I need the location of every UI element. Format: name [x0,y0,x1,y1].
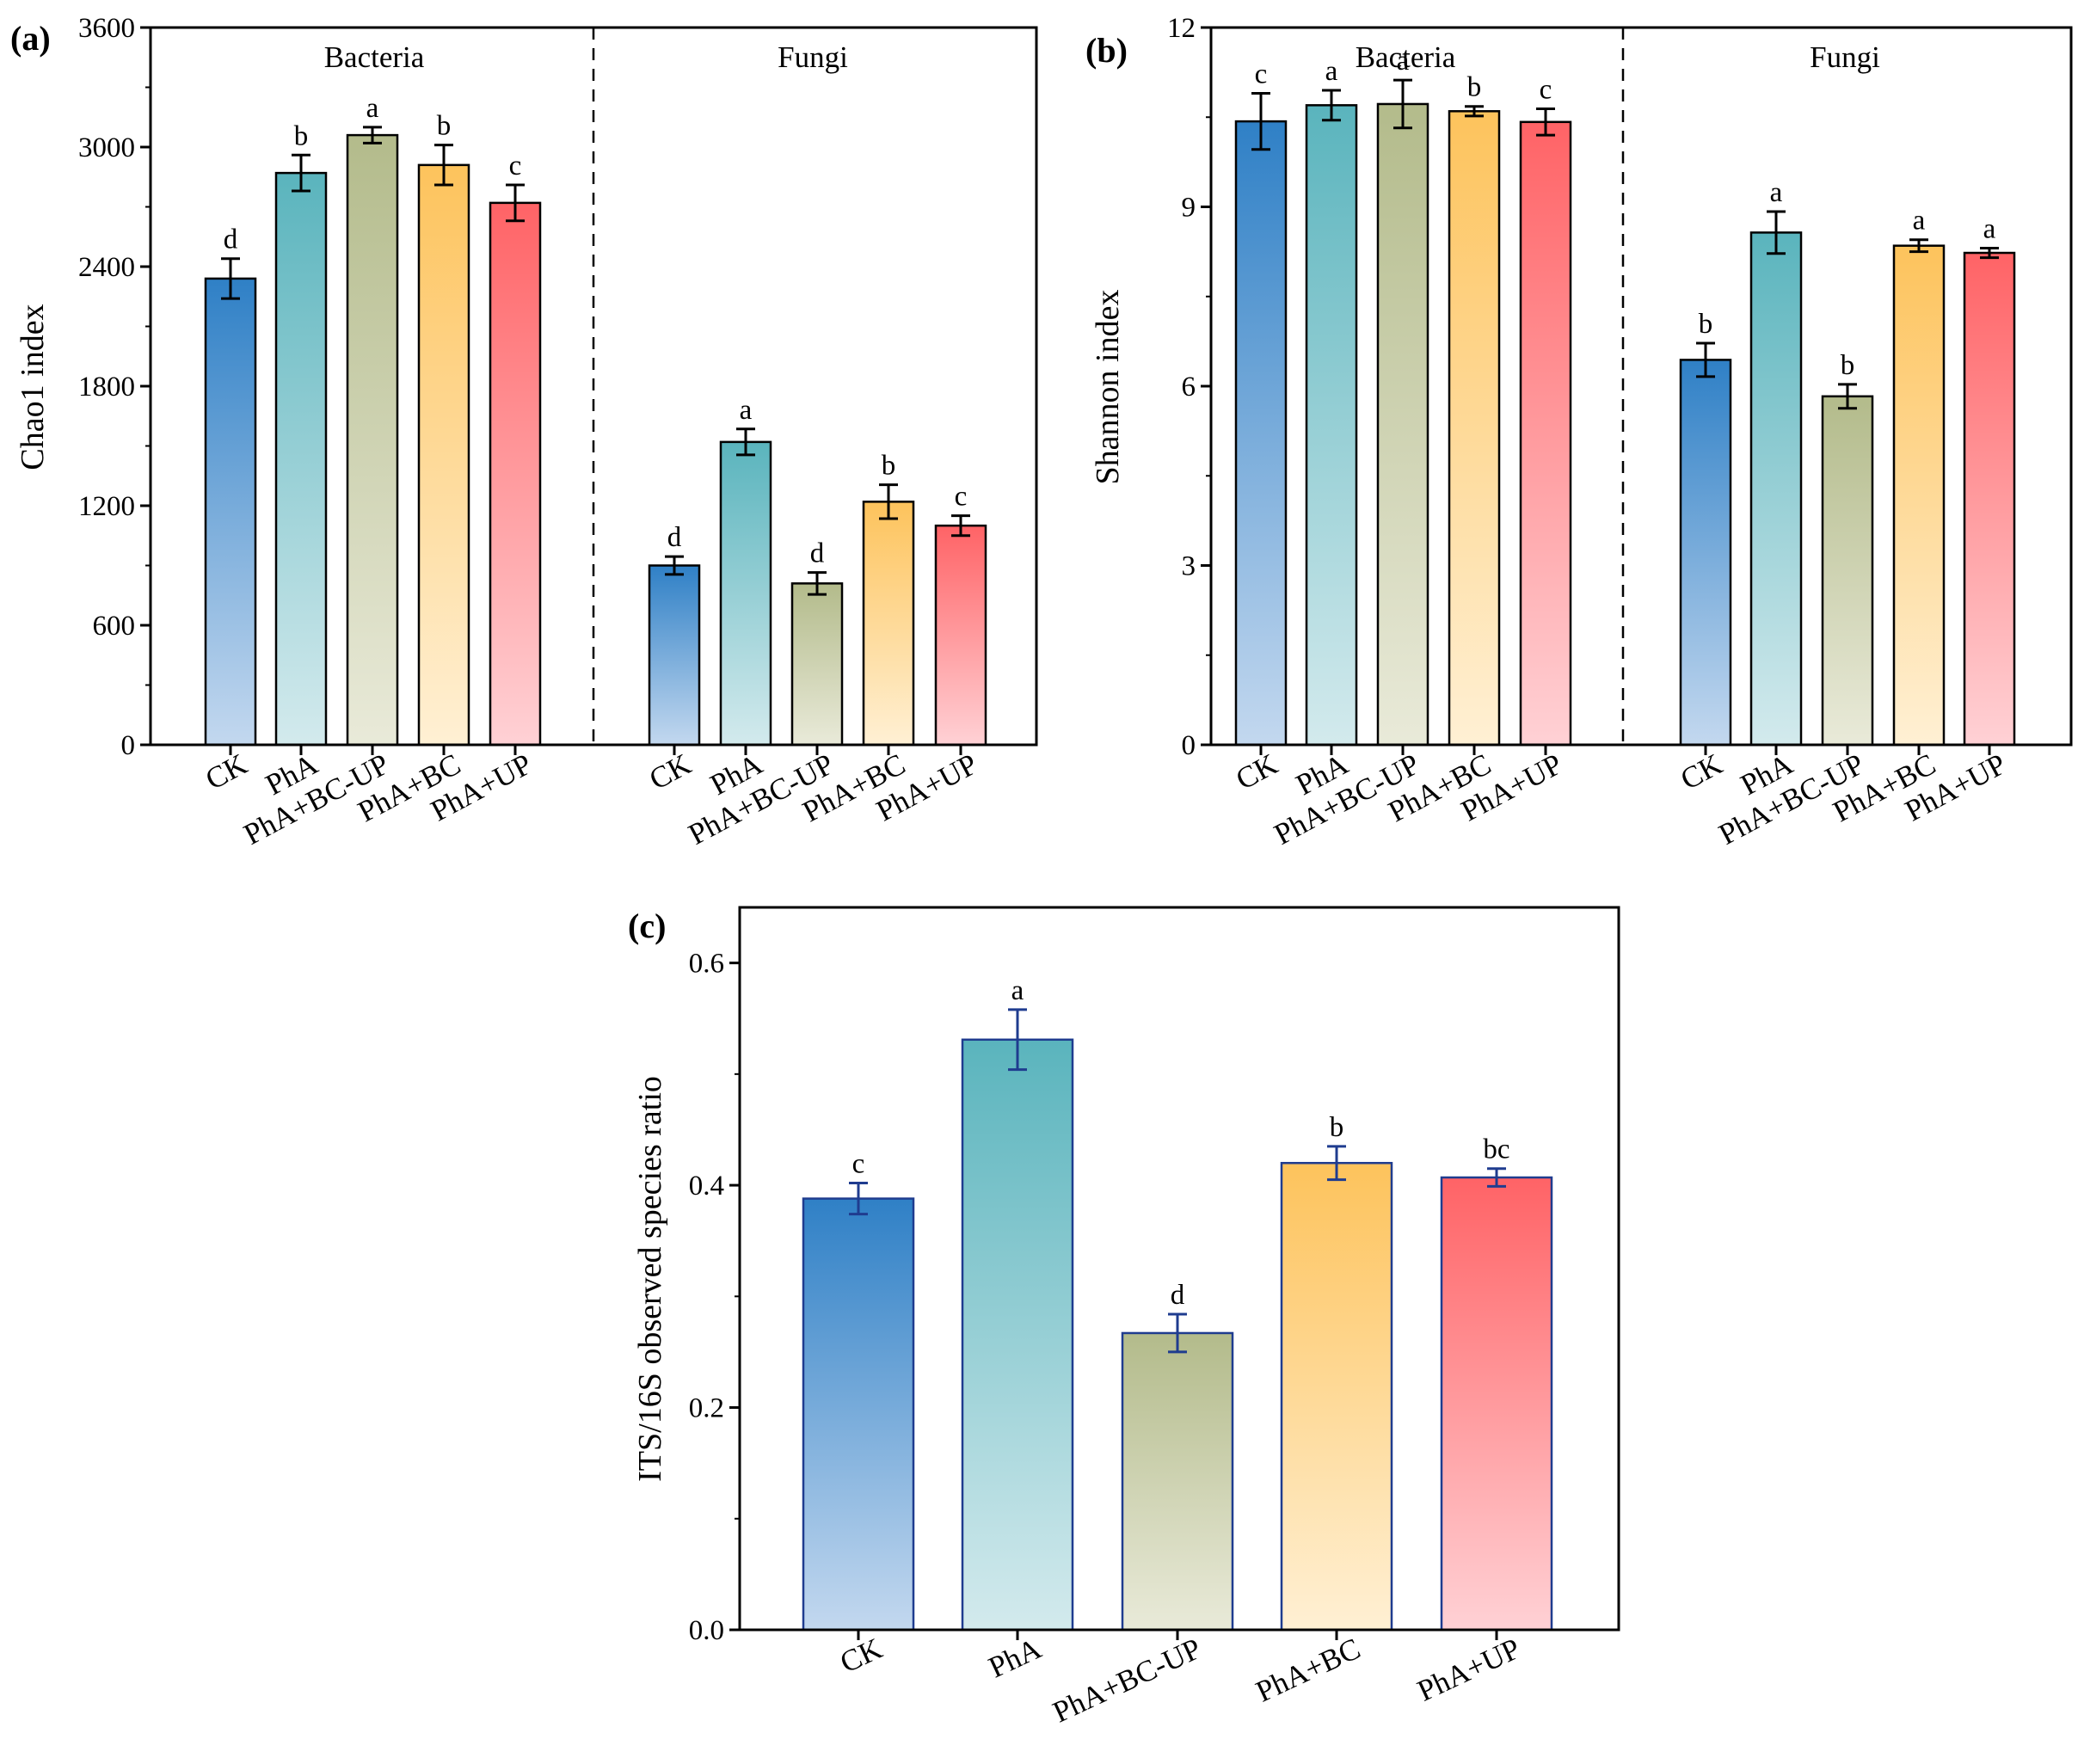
panel-b-bacteria-bar-ck [1234,120,1288,747]
panel-c-bar-ck [802,1197,915,1632]
panel-b-fungi-sig-letter-ck: b [1699,309,1713,340]
panel-c-sig-letter-ck: c [852,1148,865,1179]
panel-a-fungi-sig-letter-pha-plus-bc-up: d [810,538,825,569]
panel-c-x-tick-label-pha-plus-up: PhA+UP [1412,1632,1525,1708]
panel-b-fungi-bar-pha-plus-bc-up [1821,395,1874,747]
panel-a-bacteria-sig-letter-pha-plus-up: c [509,151,522,181]
panel-b-bacteria-bar-pha-plus-up [1519,120,1572,747]
panel-c-x-tick-label-pha-plus-bc-up: PhA+BC-UP [1048,1632,1206,1730]
panel-c-bar-pha-plus-bc-up [1121,1331,1234,1632]
panel-c-y-tick-label: 0.4 [689,1171,724,1202]
panel-b-y-tick-label: 12 [1167,13,1196,44]
panel-b-fungi-sig-letter-pha: a [1770,177,1783,208]
panel-c-sig-letter-pha-plus-bc: b [1330,1112,1344,1143]
panel-a-bacteria-bar-ck [204,277,257,747]
panel-b-fungi-bar-pha [1749,231,1803,747]
panel-a-bacteria-x-tick-label-ck: CK [200,747,253,796]
panel-c-label: (c) [628,907,666,945]
panel-b-bacteria-bar-pha [1305,104,1358,747]
panel-b-fungi-x-tick-label-ck: CK [1675,747,1728,796]
panel-b-bacteria-sig-letter-ck: c [1255,58,1268,89]
panel-a-fungi-bar-pha-plus-bc-up [790,582,844,747]
panel-a-fungi-sig-letter-pha-plus-bc: b [882,451,896,482]
panel-a-chao1-chart: (a) Chao1 index 0 600 1200 1800 2400 3000 3600… [10,13,1038,851]
panel-b-bacteria-sig-letter-pha-plus-bc-up: a [1397,46,1410,77]
panel-a-y-tick-label: 3000 [78,132,135,163]
panel-c-x-tick-label-pha: PhA [983,1632,1047,1685]
panel-c-bar-pha-plus-up [1440,1176,1553,1632]
panel-b-fungi-sig-letter-pha-plus-bc: a [1913,206,1926,237]
panel-a-bacteria-sig-letter-ck: d [224,224,238,255]
panel-c-y-axis-title: ITS/16S observed species ratio [632,1076,668,1482]
panel-a-fungi-sig-letter-ck: d [667,522,682,553]
panel-c-sig-letter-pha: a [1011,975,1024,1006]
panel-b-y-tick-label: 9 [1182,193,1196,224]
panel-b-fungi-sig-letter-pha-plus-up: a [1983,213,1996,244]
panel-b-y-axis-title: Shannon index [1090,290,1126,485]
panel-c-sig-letter-pha-plus-up: bc [1483,1134,1509,1165]
panel-b-y-tick-label: 0 [1182,730,1196,761]
panel-b-bacteria-sig-letter-pha-plus-up: c [1540,75,1552,106]
panel-c-plot-area: 0.0 0.2 0.4 0.6 c a d b bc CK PhA PhA+BC-UP PhA+BC Ph… [689,949,1553,1730]
panel-b-fungi-bar-ck [1679,359,1732,747]
panel-a-fungi-sig-letter-pha-plus-up: c [955,482,968,513]
panel-b-y-tick-label: 3 [1182,551,1196,582]
panel-b-group-label-bacteria: Bacteria [1356,40,1456,74]
panel-a-bacteria-sig-letter-pha-plus-bc: b [437,111,452,142]
panel-b-group-label-fungi: Fungi [1810,40,1880,74]
panel-a-fungi-bar-ck [648,564,701,747]
panel-c-y-tick-label: 0.0 [689,1615,724,1646]
panel-c-x-tick-label-ck: CK [835,1632,888,1680]
panel-a-label: (a) [10,19,51,58]
panel-c-bar-pha [961,1038,1074,1632]
panel-b-y-tick-label: 6 [1182,372,1196,403]
panel-a-y-tick-label: 3600 [78,13,135,44]
panel-a-bacteria-bar-pha [274,171,328,747]
panel-b-fungi-bar-pha-plus-up [1963,251,2016,747]
panel-b-bacteria-sig-letter-pha-plus-bc: b [1467,72,1482,103]
panel-a-fungi-bar-pha-plus-bc [862,501,915,747]
panel-c-sig-letter-pha-plus-bc-up: d [1171,1280,1185,1311]
panel-b-bacteria-x-tick-label-ck: CK [1231,747,1283,796]
panel-a-fungi-sig-letter-pha: a [740,395,753,426]
panel-b-bacteria-bar-pha-plus-bc [1448,110,1501,747]
panel-c-ratio-chart: (c) ITS/16S observed species ratio 0.00.… [628,906,1620,1730]
panel-a-bacteria-sig-letter-pha-plus-bc-up: a [366,93,379,124]
panel-b-bacteria-bar-pha-plus-bc-up [1376,102,1429,747]
panel-b-plot-frame [1209,26,2073,747]
panel-c-y-tick-label: 0.6 [689,949,724,980]
panel-a-y-tick-label: 600 [93,611,136,642]
panel-a-fungi-x-tick-label-ck: CK [644,747,697,796]
panel-b-fungi-bar-pha-plus-bc [1892,244,1946,747]
panel-c-bar-pha-plus-bc [1280,1161,1393,1632]
panel-a-plot-frame [149,26,1038,747]
panel-a-bacteria-bar-pha-plus-bc-up [346,133,399,747]
panel-c-x-tick-label-pha-plus-bc: PhA+BC [1251,1632,1365,1709]
panel-b-bacteria-sig-letter-pha: a [1325,56,1338,87]
panel-a-fungi-bar-pha [719,440,772,747]
panel-a-y-tick-label: 2400 [78,252,135,283]
panel-a-group-label-bacteria: Bacteria [324,40,425,74]
panel-a-fungi-bar-pha-plus-up [934,524,987,747]
panel-a-bacteria-bar-pha-plus-up [489,201,542,747]
panel-c-plot-frame [738,906,1620,1632]
panel-a-y-axis-title: Chao1 index [15,304,51,470]
panel-b-label: (b) [1085,31,1128,70]
panel-a-y-tick-label: 0 [121,730,136,761]
panel-a-bacteria-bar-pha-plus-bc [417,163,470,747]
panel-a-y-tick-label: 1800 [78,372,135,403]
panel-b-fungi-sig-letter-pha-plus-bc-up: b [1841,350,1855,381]
panel-a-group-label-fungi: Fungi [778,40,848,74]
panel-a-y-tick-label: 1200 [78,491,135,522]
panel-c-y-tick-label: 0.2 [689,1393,724,1424]
panel-a-bacteria-sig-letter-pha: b [294,120,309,151]
